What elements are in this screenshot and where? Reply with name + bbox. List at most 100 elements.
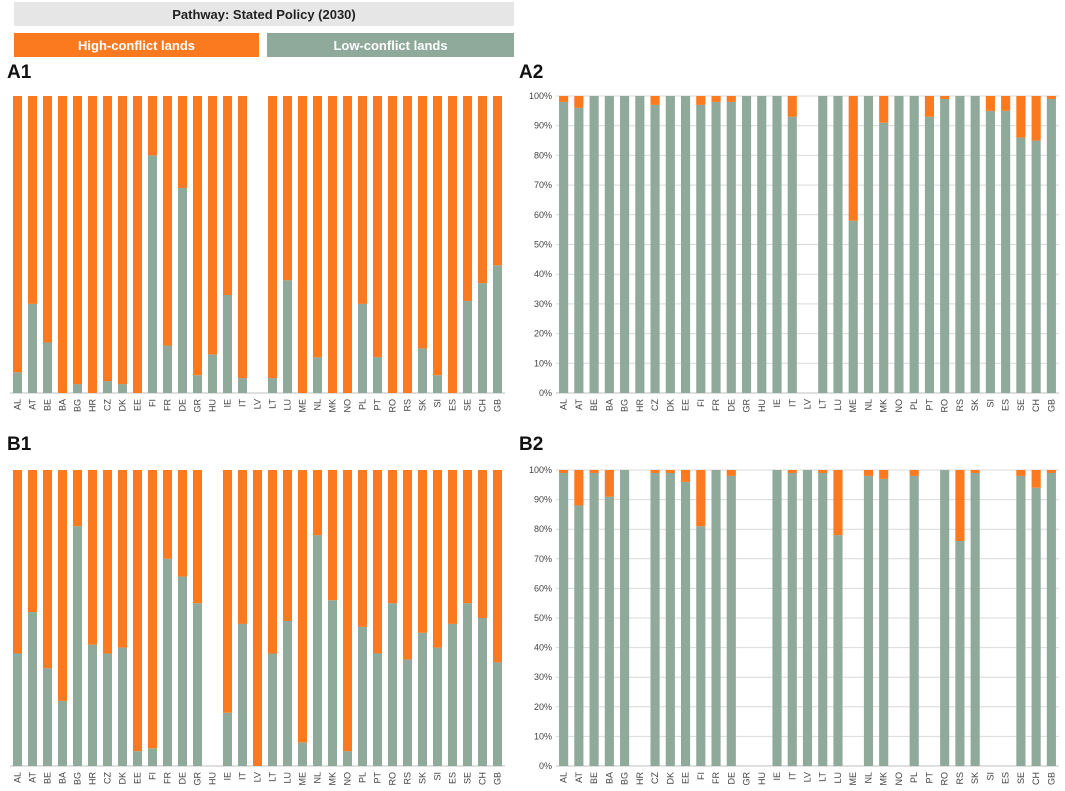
b1-bar-high-dk xyxy=(118,470,127,648)
a2-bar-low-it xyxy=(787,116,797,393)
a2-xtick-label: IE xyxy=(772,399,782,408)
a2-bar-low-ie xyxy=(772,96,782,393)
b1-xtick-label: MK xyxy=(328,772,338,786)
a1-bar-low-ch xyxy=(478,283,487,393)
a1-xtick-label: BE xyxy=(43,399,53,411)
b1-bar-high-it xyxy=(238,470,247,624)
b1-xtick-label: RO xyxy=(388,772,398,786)
a2-bar-low-dk xyxy=(665,96,675,393)
b2-bar-low-be xyxy=(589,472,599,766)
a2-xtick-label: NL xyxy=(863,399,873,411)
b2-xtick-label: LU xyxy=(833,772,843,784)
a1-bar-high-ie xyxy=(223,96,232,295)
a1-bar-high-be xyxy=(43,96,52,343)
a2-xtick-label: LV xyxy=(803,399,813,409)
b1-xtick-label: CH xyxy=(478,772,488,785)
a2-bar-high-fi xyxy=(696,96,706,105)
b2-bar-low-at xyxy=(574,505,584,766)
a1-xtick-label: DE xyxy=(178,399,188,412)
a1-bar-low-al xyxy=(13,372,22,393)
a1-xtick-label: PL xyxy=(358,399,368,410)
b1-bar-low-it xyxy=(238,623,247,766)
b1-bar-high-lv xyxy=(253,470,262,766)
b2-ytick-label: 10% xyxy=(534,731,552,741)
a1-xtick-label: CZ xyxy=(103,399,113,411)
b1-bar-high-me xyxy=(298,470,307,743)
b1-bar-low-dk xyxy=(118,647,127,766)
a1-xtick-label: SK xyxy=(418,399,428,411)
b1-xtick-label: ES xyxy=(448,772,458,784)
b1-xtick-label: NL xyxy=(313,772,323,784)
b1-bar-low-nl xyxy=(313,535,322,766)
a1-bar-low-se xyxy=(463,300,472,393)
a1-xtick-label: ES xyxy=(448,399,458,411)
a1-xtick-label: EE xyxy=(133,399,143,411)
b2-xtick-label: SK xyxy=(970,772,980,784)
a1-xtick-label: NL xyxy=(313,399,323,411)
a1-bar-high-ro xyxy=(388,96,397,393)
a1-bar-low-it xyxy=(238,378,247,393)
a2-ytick-label: 40% xyxy=(534,269,552,279)
b1-xtick-label: PL xyxy=(358,772,368,783)
a2-xtick-label: GR xyxy=(742,398,752,412)
b2-xtick-label: NL xyxy=(863,772,873,784)
b2-xtick-label: EE xyxy=(681,772,691,784)
a2-bar-high-ro xyxy=(940,96,950,99)
b2-xtick-label: PT xyxy=(924,772,934,784)
b1-bar-high-ee xyxy=(133,470,142,752)
a2-xtick-label: CZ xyxy=(650,399,660,411)
b1-xtick-label: BA xyxy=(58,772,68,784)
b1-bar-high-gr xyxy=(193,470,202,604)
b1-xtick-label: SE xyxy=(463,772,473,784)
b1-bar-low-rs xyxy=(403,659,412,766)
chart-title-banner: Pathway: Stated Policy (2030) xyxy=(14,2,514,26)
b1-bar-low-de xyxy=(178,576,187,766)
b1-xtick-label: DK xyxy=(118,772,128,785)
chart-b2: 0% 10% 20% 30% 40% 50% 60% 70% 80% 90% 100% AL AT BE B… xyxy=(529,465,1059,786)
b2-bar-high-dk xyxy=(665,470,675,473)
b1-xtick-label: FI xyxy=(148,772,158,780)
a1-bar-high-se xyxy=(463,96,472,301)
b1-bar-high-lu xyxy=(283,470,292,621)
a2-bar-high-cz xyxy=(650,96,660,105)
chart-b1: AL AT BE BA BG HR CZ DK EE FI FR DE GR HU IE IT LV LT LU ME… xyxy=(10,470,505,786)
b1-xtick-label: DE xyxy=(178,772,188,785)
b2-xtick-label: GB xyxy=(1046,772,1056,785)
a2-bar-high-mk xyxy=(879,96,889,123)
a1-xtick-label: AL xyxy=(13,399,23,410)
a1-xtick-label: SI xyxy=(433,399,443,408)
a2-xtick-label: HR xyxy=(635,399,645,412)
b1-bar-high-de xyxy=(178,470,187,577)
b1-bar-low-be xyxy=(43,668,52,766)
a1-bar-high-pl xyxy=(358,96,367,304)
b1-xtick-label: BG xyxy=(73,772,83,785)
b1-bar-low-ee xyxy=(133,751,142,766)
b2-bar-low-lu xyxy=(833,535,843,766)
b2-xtick-label: HR xyxy=(635,772,645,785)
a1-bar-high-fi xyxy=(148,96,157,156)
b2-bar-high-de xyxy=(726,470,736,476)
a1-xtick-label: BA xyxy=(58,399,68,411)
a2-xtick-label: EE xyxy=(681,399,691,411)
b2-xtick-label: IT xyxy=(787,771,797,780)
b1-xtick-label: NO xyxy=(343,772,353,786)
a2-bar-high-pt xyxy=(924,96,935,117)
b2-xtick-label: HU xyxy=(757,772,767,785)
a1-bar-high-ba xyxy=(58,96,67,393)
b1-bar-low-ba xyxy=(58,700,67,766)
b2-xtick-label: SI xyxy=(985,772,995,781)
b2-xtick-label: LV xyxy=(803,772,813,782)
b2-xtick-label: DK xyxy=(665,772,675,785)
b1-xtick-label: IT xyxy=(238,771,248,780)
a1-xtick-label: ME xyxy=(298,399,308,413)
b1-bar-low-sk xyxy=(418,632,427,766)
b2-ytick-label: 30% xyxy=(534,672,552,682)
b1-bar-high-al xyxy=(13,470,22,654)
a1-bar-low-pl xyxy=(358,303,367,393)
b2-xtick-label: BE xyxy=(589,772,599,784)
b2-xtick-label: IE xyxy=(772,772,782,781)
b2-bar-high-lt xyxy=(818,470,828,473)
a1-xtick-label: BG xyxy=(73,399,83,412)
b1-bar-low-gr xyxy=(193,603,202,766)
b1-xtick-label: IE xyxy=(223,772,233,781)
